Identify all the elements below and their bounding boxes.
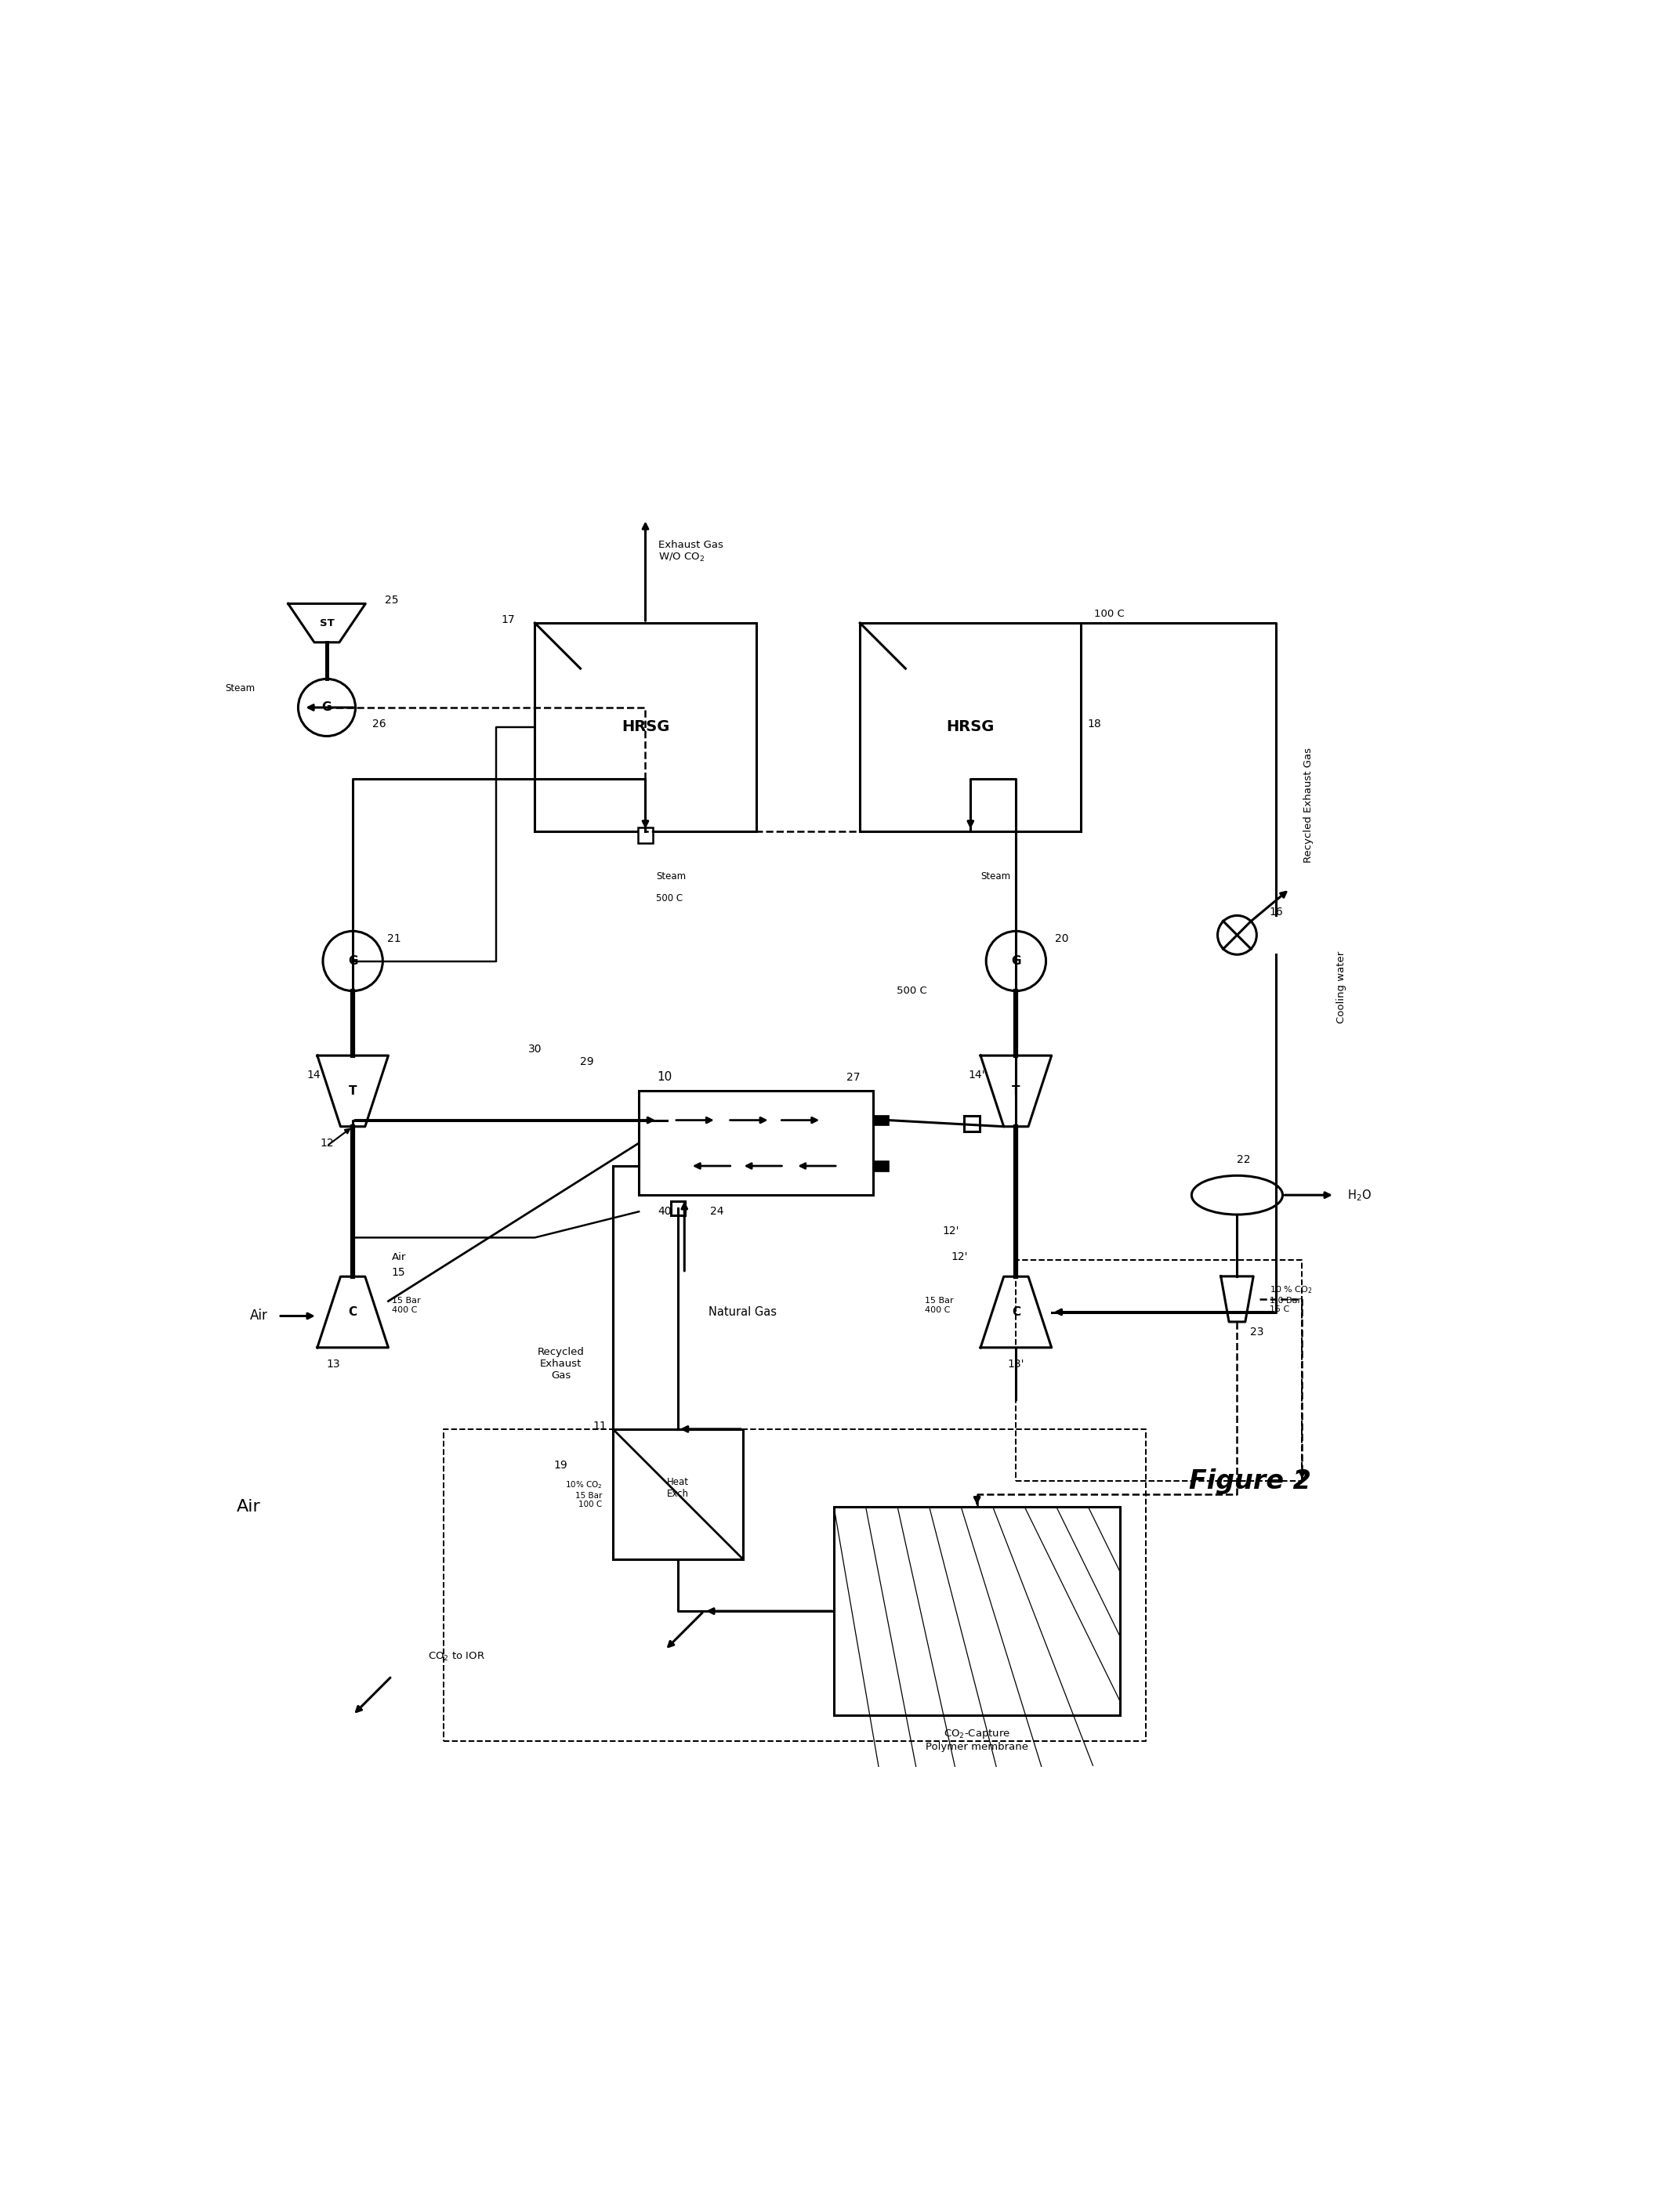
Text: 12: 12 bbox=[320, 1137, 334, 1148]
Text: G: G bbox=[347, 956, 357, 967]
Text: 19: 19 bbox=[554, 1460, 567, 1471]
Text: 12': 12' bbox=[943, 1225, 960, 1237]
Bar bbox=[535, 624, 757, 832]
Text: ST: ST bbox=[319, 617, 334, 628]
Bar bbox=[638, 827, 653, 843]
Text: Steam: Steam bbox=[982, 872, 1010, 883]
Text: Recycled Exhaust Gas: Recycled Exhaust Gas bbox=[1304, 748, 1314, 863]
Text: 29: 29 bbox=[581, 1057, 594, 1068]
Text: 10 % CO$_2$
1,0 Bar
15 C: 10 % CO$_2$ 1,0 Bar 15 C bbox=[1270, 1285, 1312, 1314]
Text: Exhaust Gas
W/O CO$_2$: Exhaust Gas W/O CO$_2$ bbox=[658, 540, 723, 564]
Text: 27: 27 bbox=[847, 1073, 861, 1084]
Bar bbox=[612, 1429, 743, 1559]
Text: G: G bbox=[1012, 956, 1020, 967]
Text: 30: 30 bbox=[529, 1044, 542, 1055]
Text: 23: 23 bbox=[1250, 1327, 1264, 1338]
Text: T: T bbox=[349, 1086, 357, 1097]
Text: 13: 13 bbox=[327, 1358, 341, 1369]
Text: 15 Bar
400 C: 15 Bar 400 C bbox=[393, 1296, 421, 1314]
Text: H$_2$O: H$_2$O bbox=[1347, 1188, 1373, 1203]
Text: 20: 20 bbox=[1055, 933, 1069, 945]
Text: CO$_2$ to IOR: CO$_2$ to IOR bbox=[428, 1650, 485, 1663]
Text: 12': 12' bbox=[951, 1252, 968, 1263]
Text: Recycled
Exhaust
Gas: Recycled Exhaust Gas bbox=[537, 1347, 584, 1380]
Text: 14': 14' bbox=[968, 1068, 985, 1079]
Bar bbox=[965, 1115, 980, 1130]
Text: 21: 21 bbox=[388, 933, 401, 945]
Text: Air: Air bbox=[250, 1310, 268, 1323]
Bar bbox=[861, 624, 1081, 832]
Text: 10: 10 bbox=[658, 1071, 673, 1084]
Text: 24: 24 bbox=[710, 1206, 723, 1217]
Text: C: C bbox=[1012, 1307, 1020, 1318]
Text: G: G bbox=[322, 701, 332, 714]
Bar bbox=[873, 1115, 889, 1126]
Text: Steam: Steam bbox=[656, 872, 686, 883]
Bar bbox=[671, 1201, 685, 1214]
Text: 10% CO$_2$
15 Bar
100 C: 10% CO$_2$ 15 Bar 100 C bbox=[565, 1480, 602, 1509]
Text: Cooling water: Cooling water bbox=[1336, 951, 1346, 1024]
Text: 14: 14 bbox=[307, 1068, 320, 1079]
Text: 17: 17 bbox=[502, 615, 515, 626]
Text: T: T bbox=[1012, 1086, 1020, 1097]
Text: 25: 25 bbox=[384, 595, 399, 606]
Text: 16: 16 bbox=[1269, 907, 1284, 918]
Text: 15 Bar
400 C: 15 Bar 400 C bbox=[925, 1296, 953, 1314]
Text: 15: 15 bbox=[393, 1267, 406, 1279]
Text: C: C bbox=[349, 1307, 357, 1318]
Text: 500 C: 500 C bbox=[656, 894, 683, 905]
Text: 100 C: 100 C bbox=[1094, 608, 1124, 619]
Text: 18: 18 bbox=[1087, 719, 1101, 730]
Text: 500 C: 500 C bbox=[896, 987, 928, 995]
Bar bbox=[834, 1506, 1121, 1714]
Text: Heat
Exch: Heat Exch bbox=[666, 1478, 690, 1498]
Text: 11: 11 bbox=[592, 1420, 606, 1431]
Text: Figure 2: Figure 2 bbox=[1190, 1469, 1311, 1493]
Text: Steam: Steam bbox=[225, 684, 255, 692]
Text: Air: Air bbox=[237, 1500, 260, 1515]
Bar bbox=[639, 1091, 873, 1194]
Text: 40: 40 bbox=[658, 1206, 671, 1217]
Bar bbox=[873, 1161, 889, 1170]
Text: CO$_2$-Capture
Polymer membrane: CO$_2$-Capture Polymer membrane bbox=[926, 1728, 1029, 1752]
Text: Air: Air bbox=[393, 1252, 406, 1263]
Text: HRSG: HRSG bbox=[946, 719, 995, 734]
Text: 22: 22 bbox=[1237, 1155, 1250, 1166]
Text: 26: 26 bbox=[373, 719, 386, 730]
Text: 13': 13' bbox=[1007, 1358, 1025, 1369]
Text: Natural Gas: Natural Gas bbox=[708, 1307, 777, 1318]
Text: HRSG: HRSG bbox=[621, 719, 670, 734]
